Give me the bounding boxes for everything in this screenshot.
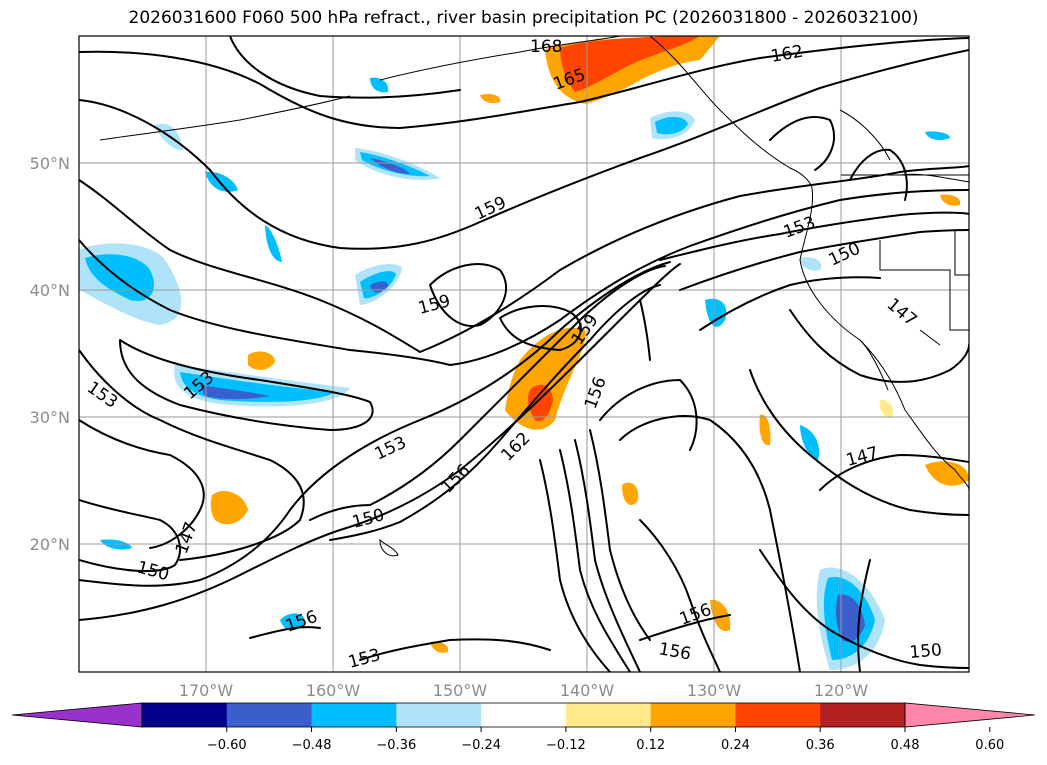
- anomaly-negative: [265, 225, 282, 262]
- anomaly-positive: [879, 399, 894, 418]
- contour-label: 153: [346, 645, 383, 673]
- contour-label: 159: [472, 193, 510, 225]
- contour-label: 150: [826, 239, 864, 271]
- contour-label: 162: [769, 42, 804, 67]
- colorbar-tick-label: −0.36: [376, 738, 416, 753]
- anomaly-strong-positive: [560, 36, 700, 92]
- plot-frame: [78, 35, 970, 673]
- colorbar-tick-label: −0.60: [207, 738, 247, 753]
- anomaly-negative: [705, 298, 727, 327]
- colorbar-tick-label: −0.24: [461, 738, 501, 753]
- lat-label: 30°N: [30, 408, 70, 427]
- anomaly-negative: [370, 158, 410, 174]
- lon-label: 150°W: [433, 681, 488, 700]
- anomaly-negative: [925, 131, 950, 140]
- anomaly-positive: [710, 599, 731, 632]
- colorbar-tick-label: −0.12: [546, 738, 586, 753]
- anomaly-positive: [210, 490, 248, 525]
- contour-label: 156: [677, 600, 714, 630]
- colorbar-tick-label: 0.48: [891, 738, 920, 753]
- contour-label: 147: [172, 519, 202, 556]
- anomaly-negative: [655, 116, 688, 135]
- lon-label: 120°W: [814, 681, 869, 700]
- anomaly-negative: [360, 152, 430, 177]
- lon-label: 140°W: [560, 681, 615, 700]
- colorbar-segment: [311, 703, 397, 727]
- colorbar-segment: [735, 703, 821, 727]
- anomaly-negative: [800, 425, 820, 460]
- lat-label: 20°N: [30, 535, 70, 554]
- anomaly-negative: [200, 385, 270, 399]
- lon-label: 130°W: [687, 681, 742, 700]
- anomaly-negative: [205, 171, 238, 192]
- contour-label: 168: [530, 37, 562, 57]
- colorbar-tick-label: 0.12: [636, 738, 665, 753]
- colorbar-extend-low: [11, 702, 143, 728]
- colorbar: −0.60 −0.48 −0.36 −0.24 −0.12 0.12 0.24 0.36 0.4…: [11, 702, 1036, 753]
- anomaly-positive: [622, 482, 639, 505]
- colorbar-tick-label: 0.36: [806, 738, 835, 753]
- contour-label: 156: [657, 639, 692, 664]
- colorbar-tick-label: −0.48: [292, 738, 332, 753]
- anomaly-negative: [280, 613, 305, 631]
- contour-label: 153: [781, 213, 818, 243]
- anomaly-positive: [759, 414, 771, 446]
- anomaly-negative: [100, 539, 132, 550]
- colorbar-segment: [650, 703, 736, 727]
- contour-label: 153: [372, 433, 410, 465]
- lon-label: 170°W: [179, 681, 234, 700]
- colorbar-segment: [396, 703, 482, 727]
- contour-label: 156: [581, 374, 611, 411]
- longitude-labels: 170°W 160°W 150°W 140°W 130°W 120°W: [179, 681, 869, 700]
- map-title: 2026031600 F060 500 hPa refract., river …: [128, 8, 919, 28]
- colorbar-segment: [820, 703, 906, 727]
- contour-label-group: 168 165 162 159 159 159 156 156 153 153 …: [83, 37, 943, 673]
- colorbar-tick-label: 0.60: [975, 738, 1004, 753]
- contour-label: 156: [437, 460, 474, 497]
- contour-label: 150: [909, 640, 943, 663]
- anomaly-shading: [79, 36, 969, 670]
- colorbar-segment: [481, 703, 567, 727]
- anomaly-negative: [370, 77, 389, 93]
- contour-label: 153: [83, 378, 121, 413]
- anomaly-positive: [925, 461, 969, 486]
- colorbar-segment: [142, 703, 228, 727]
- contour-label: 147: [844, 443, 881, 471]
- colorbar-segment: [565, 703, 652, 727]
- colorbar-extend-high: [904, 702, 1036, 728]
- lat-label: 50°N: [30, 154, 70, 173]
- contour-label: 150: [135, 558, 172, 586]
- refractivity-contours: [79, 36, 969, 672]
- contour-label: 156: [283, 607, 320, 637]
- anomaly-positive: [505, 327, 586, 430]
- anomaly-strong-positive: [527, 384, 553, 422]
- colorbar-segment: [226, 703, 313, 727]
- anomaly-positive: [480, 93, 501, 104]
- contour-label: 147: [883, 295, 921, 331]
- colorbar-frame: [141, 702, 906, 728]
- anomaly-negative: [800, 257, 822, 271]
- graticule: [79, 36, 969, 672]
- lat-label: 40°N: [30, 281, 70, 300]
- anomaly-positive: [940, 194, 961, 206]
- anomaly-positive: [430, 641, 449, 653]
- colorbar-tick-label: 0.24: [721, 738, 750, 753]
- lon-label: 160°W: [306, 681, 361, 700]
- latitude-labels: 50°N 40°N 30°N 20°N: [30, 154, 70, 554]
- anomaly-positive: [248, 351, 275, 370]
